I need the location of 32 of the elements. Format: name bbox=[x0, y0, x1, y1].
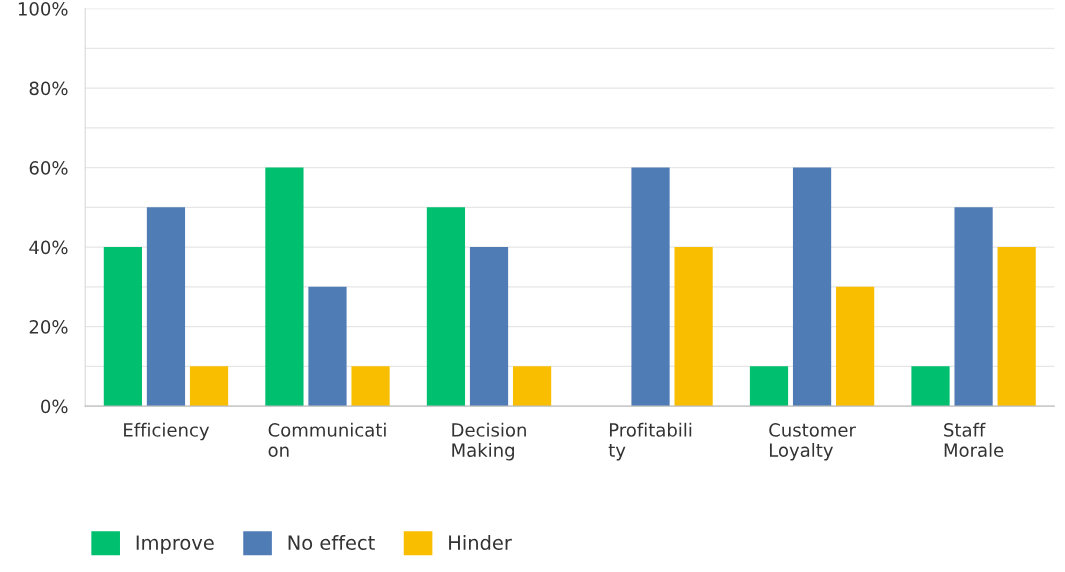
bar bbox=[836, 286, 875, 407]
bar bbox=[749, 366, 789, 407]
bar bbox=[512, 366, 552, 407]
bar bbox=[997, 247, 1036, 407]
x-tick-label: Communicati on bbox=[268, 422, 386, 457]
bar bbox=[189, 366, 229, 407]
bar bbox=[103, 247, 142, 407]
y-tick-label: 80% bbox=[29, 81, 68, 96]
legend-label: Hinder bbox=[449, 534, 512, 551]
x-tick-label: Decision Making bbox=[452, 422, 526, 461]
y-tick-label: 20% bbox=[29, 320, 68, 334]
y-tick-label: 60% bbox=[29, 161, 68, 175]
bar bbox=[308, 286, 347, 407]
y-tick-label: 40% bbox=[29, 240, 68, 255]
bar bbox=[351, 366, 390, 407]
bar bbox=[792, 167, 832, 407]
bar bbox=[674, 247, 713, 407]
bar bbox=[631, 167, 670, 407]
bar bbox=[146, 207, 186, 407]
x-tick-label: Customer Loyalty bbox=[769, 423, 856, 461]
legend-label: Improve bbox=[136, 535, 214, 554]
bar bbox=[426, 207, 466, 407]
bar bbox=[469, 247, 509, 407]
y-tick-label: 100% bbox=[18, 2, 68, 16]
bar bbox=[265, 167, 304, 407]
bar bbox=[954, 207, 993, 407]
x-tick-label: Profitabili ty bbox=[608, 422, 692, 461]
x-tick-label: Efficiency bbox=[124, 422, 210, 441]
y-tick-label: 0% bbox=[41, 399, 68, 414]
bar bbox=[911, 366, 950, 407]
legend-label: No effect bbox=[288, 534, 375, 551]
x-tick-label: Staff Morale bbox=[944, 422, 1004, 457]
